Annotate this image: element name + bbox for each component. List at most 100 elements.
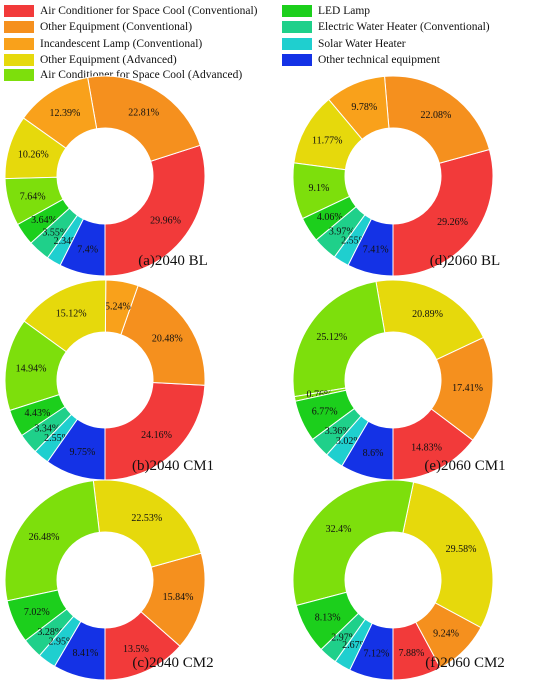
slice-value-label: 7.41%	[363, 245, 389, 256]
slice-value-label: 4.43%	[24, 408, 50, 419]
chart-caption: (f)2060 CM2	[425, 655, 505, 671]
slice-value-label: 9.78%	[351, 102, 377, 113]
legend-swatch	[4, 38, 34, 50]
slice-value-label: 9.24%	[433, 629, 459, 640]
donut-slice	[104, 144, 206, 277]
slice-value-label: 2.97%	[331, 633, 357, 644]
legend: Air Conditioner for Space Cool (Conventi…	[0, 0, 550, 81]
donut-slice	[402, 481, 494, 629]
legend-label: Other Equipment (Advanced)	[40, 54, 177, 66]
donut-slice	[301, 195, 357, 241]
donut-chart: 29.26% 22.08% 9.78% 11.77% 9.1% 4.06% 3.97%2.5…	[292, 75, 500, 277]
slice-value-label: 7.02%	[24, 607, 50, 618]
donut-chart: 7.88% 9.24% 29.58% 32.4% 8.13% 2.97%2.67%7.12…	[292, 479, 505, 681]
slice-value-label: 2.95%	[48, 637, 74, 648]
donut-slice	[292, 479, 415, 607]
legend-swatch	[282, 38, 312, 50]
donut-slice	[46, 418, 106, 481]
donut-slice	[16, 198, 71, 244]
slice-value-label: 9.75%	[69, 447, 95, 458]
donut-slice	[104, 279, 139, 336]
donut-slice	[4, 176, 64, 226]
legend-item: Air Conditioner for Space Cool (Conventi…	[4, 4, 258, 18]
slice-value-label: 32.4%	[326, 524, 352, 535]
slice-value-label: 14.83%	[411, 443, 442, 454]
slice-value-label: 17.41%	[452, 383, 483, 394]
donut-slice	[293, 98, 363, 171]
donut-slice	[315, 206, 366, 258]
donut-slice	[320, 612, 366, 663]
donut-slice	[295, 591, 360, 651]
legend-item: Other Equipment (Advanced)	[4, 53, 177, 67]
slice-value-label: 2.55%	[44, 433, 70, 444]
slice-value-label: 3.34%	[34, 423, 60, 434]
donut-slice	[23, 279, 107, 353]
donut-slice	[4, 480, 100, 602]
slice-value-label: 4.06%	[317, 212, 343, 223]
chart-caption: (e)2060 CM1	[424, 458, 505, 474]
donut-slice	[383, 75, 491, 164]
donut-slice	[59, 218, 106, 277]
slice-value-label: 2.34%	[54, 236, 80, 247]
legend-label: Incandescent Lamp (Conventional)	[40, 38, 203, 50]
donut-slice	[294, 389, 356, 441]
legend-label: Other technical equipment	[318, 54, 440, 66]
slice-value-label: 22.81%	[128, 107, 159, 118]
legend-swatch	[282, 5, 312, 17]
donut-slice	[341, 420, 394, 481]
donut-slice	[6, 589, 68, 642]
legend-item: Electric Water Heater (Conventional)	[282, 20, 490, 34]
legend-label: Electric Water Heater (Conventional)	[318, 21, 490, 33]
slice-value-label: 3.28%	[37, 627, 63, 638]
slice-value-label: 14.94%	[16, 364, 47, 375]
slice-value-label: 2.67%	[342, 640, 368, 651]
donut-slice	[21, 405, 73, 453]
donut-slice	[4, 320, 67, 412]
legend-label: Solar Water Heater	[318, 38, 406, 50]
slice-value-label: 8.13%	[315, 612, 341, 623]
legend-swatch	[282, 21, 312, 33]
slice-value-label: 3.02%	[336, 436, 362, 447]
slice-value-label: 15.12%	[56, 309, 87, 320]
donut-slice	[120, 284, 206, 386]
donut-slice	[4, 117, 67, 180]
donut-slice	[46, 214, 85, 267]
slice-value-label: 7.12%	[363, 649, 389, 660]
slice-value-label: 3.64%	[31, 215, 57, 226]
donut-slice	[430, 336, 494, 441]
chart-caption: (c)2040 CM2	[132, 655, 213, 671]
legend-item: Other technical equipment	[282, 53, 440, 67]
slice-value-label: 15.84%	[163, 592, 194, 603]
slice-value-label: 10.26%	[18, 150, 49, 161]
donut-slice	[87, 75, 201, 162]
legend-swatch	[282, 54, 312, 66]
slice-value-label: 12.39%	[49, 108, 80, 119]
slice-value-label: 26.48%	[29, 532, 60, 543]
donut-slice	[326, 415, 370, 467]
slice-value-label: 7.88%	[398, 648, 424, 659]
donut-slice	[38, 615, 82, 668]
slice-value-label: 22.53%	[131, 513, 162, 524]
slice-value-label: 3.97%	[329, 226, 355, 237]
slice-value-label: 3.55%	[42, 228, 68, 239]
slice-value-label: 24.16%	[141, 430, 172, 441]
chart-caption: (d)2060 BL	[430, 253, 500, 269]
slice-value-label: 0.76%	[306, 390, 332, 401]
legend-item: Incandescent Lamp (Conventional)	[4, 37, 202, 51]
donut-slice	[34, 413, 79, 463]
slice-value-label: 29.96%	[150, 216, 181, 227]
donut-slice	[9, 394, 66, 437]
donut-chart: 24.16% 20.48% 5.24% 15.12% 14.94% 4.43% 3.34%2…	[4, 279, 214, 481]
donut-slice	[347, 218, 394, 277]
slice-value-label: 2.55%	[341, 236, 367, 247]
donut-chart: 14.83% 17.41% 20.89% 25.12% 0.76% 6.77% 3.36%3…	[292, 279, 506, 481]
slice-value-label: 20.48%	[152, 334, 183, 345]
slice-value-label: 20.89%	[412, 309, 443, 320]
slice-value-label: 22.08%	[420, 110, 451, 121]
donut-slice	[140, 552, 206, 647]
donut-slice	[334, 618, 373, 671]
slice-value-label: 13.5%	[123, 644, 149, 655]
chart-caption: (a)2040 BL	[138, 253, 208, 269]
